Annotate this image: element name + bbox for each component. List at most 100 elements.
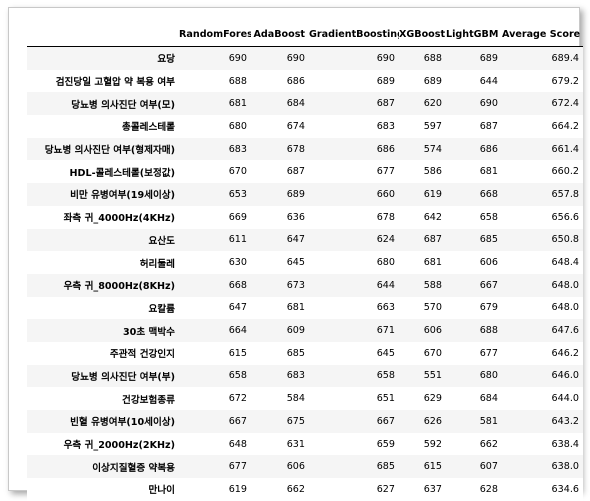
cell-feature-name: HDL-콜레스테롤(보정값) [69, 167, 175, 179]
cell-xgboost: 592 [423, 438, 442, 450]
cell-average-score: 647.6 [551, 325, 579, 337]
table-row: 만나이 619 662 627 637 628 634.6 [27, 478, 583, 501]
cell-lightgbm: 687 [479, 120, 498, 132]
cell-lightgbm: 662 [479, 438, 498, 450]
cell-lightgbm: 684 [479, 393, 498, 405]
table-row: 당뇨병 의사진단 여부(부) 658 683 658 551 680 646.0 [27, 364, 583, 388]
header-index [27, 22, 179, 47]
cell-gradientboosting: 678 [376, 211, 395, 223]
cell-lightgbm: 668 [479, 188, 498, 200]
cell-gradientboosting: 663 [376, 302, 395, 314]
cell-lightgbm: 644 [479, 75, 498, 87]
header-row: RandomForest AdaBoost GradientBoosting X… [27, 22, 583, 47]
cell-lightgbm: 681 [479, 166, 498, 178]
cell-adaboost: 673 [286, 279, 305, 291]
cell-randomforest: 677 [228, 461, 247, 473]
cell-randomforest: 615 [228, 347, 247, 359]
cell-randomforest: 658 [228, 370, 247, 382]
cell-randomforest: 664 [228, 325, 247, 337]
table-row: 좌측 귀_4000Hz(4KHz) 669 636 678 642 658 656.6 [27, 205, 583, 229]
cell-feature-name: 요산도 [148, 235, 175, 247]
cell-adaboost: 606 [286, 461, 305, 473]
table-row: 30초 맥박수 664 609 671 606 688 647.6 [27, 319, 583, 342]
cell-adaboost: 674 [286, 120, 305, 132]
header-average-score: Average Score [502, 22, 583, 47]
cell-feature-name: 당뇨병 의사진단 여부(형제자매) [44, 145, 175, 157]
cell-randomforest: 670 [228, 166, 247, 178]
cell-adaboost: 631 [286, 438, 305, 450]
cell-randomforest: 653 [228, 188, 247, 200]
cell-lightgbm: 628 [479, 483, 498, 495]
header-adaboost: AdaBoost [251, 22, 309, 47]
cell-feature-name: 허리둘레 [139, 258, 175, 270]
cell-randomforest: 630 [228, 257, 247, 269]
cell-feature-name: 당뇨병 의사진단 여부(부) [71, 371, 175, 383]
cell-xgboost: 688 [423, 52, 442, 64]
cell-randomforest: 683 [228, 143, 247, 155]
cell-adaboost: 686 [286, 75, 305, 87]
cell-xgboost: 670 [423, 347, 442, 359]
cell-xgboost: 597 [423, 120, 442, 132]
table-body: 요당 690 690 690 688 689 689.4 검진당일 고혈압 약 복용 여부 68… [27, 46, 583, 501]
cell-lightgbm: 677 [479, 347, 498, 359]
cell-xgboost: 619 [423, 188, 442, 200]
cell-average-score: 664.2 [551, 120, 579, 132]
cell-gradientboosting: 624 [376, 234, 395, 246]
cell-adaboost: 685 [286, 347, 305, 359]
table-row: 요산도 611 647 624 687 685 650.8 [27, 228, 583, 252]
cell-xgboost: 586 [423, 166, 442, 178]
table-row: 주관적 건강인지 615 685 645 670 677 646.2 [27, 341, 583, 365]
cell-lightgbm: 606 [479, 257, 498, 269]
table-row: 허리둘레 630 645 680 681 606 648.4 [27, 251, 583, 274]
cell-gradientboosting: 686 [376, 143, 395, 155]
cell-xgboost: 637 [423, 483, 442, 495]
cell-feature-name: 요칼륨 [148, 303, 175, 315]
cell-adaboost: 636 [286, 211, 305, 223]
cell-average-score: 689.4 [551, 52, 579, 64]
cell-xgboost: 615 [423, 461, 442, 473]
cell-adaboost: 647 [286, 234, 305, 246]
cell-adaboost: 689 [286, 188, 305, 200]
cell-xgboost: 689 [423, 75, 442, 87]
cell-xgboost: 642 [423, 211, 442, 223]
cell-lightgbm: 690 [479, 98, 498, 110]
cell-feature-name: 건강보험종류 [122, 394, 175, 406]
table-row: 요당 690 690 690 688 689 689.4 [27, 46, 583, 70]
table-row: 비만 유병여부(19세이상) 653 689 660 619 668 657.8 [27, 183, 583, 206]
cell-randomforest: 668 [228, 279, 247, 291]
cell-randomforest: 648 [228, 438, 247, 450]
table-row: HDL-콜레스테롤(보정값) 670 687 677 586 681 660.2 [27, 160, 583, 184]
cell-adaboost: 690 [286, 52, 305, 64]
cell-randomforest: 619 [228, 483, 247, 495]
header-gradientboosting: GradientBoosting [309, 22, 399, 47]
cell-feature-name: 우측 귀_2000Hz(2KHz) [63, 440, 175, 452]
cell-adaboost: 609 [286, 325, 305, 337]
cell-gradientboosting: 683 [376, 120, 395, 132]
cell-lightgbm: 680 [479, 370, 498, 382]
table-frame: RandomForest AdaBoost GradientBoosting X… [8, 7, 583, 501]
cell-lightgbm: 607 [479, 461, 498, 473]
cell-randomforest: 690 [228, 52, 247, 64]
cell-lightgbm: 581 [479, 415, 498, 427]
cell-feature-name: 요당 [157, 54, 175, 66]
cell-feature-name: 비만 유병여부(19세이상) [70, 190, 175, 202]
cell-average-score: 648.0 [551, 302, 579, 314]
cell-adaboost: 662 [286, 483, 305, 495]
table-row: 총콜레스테롤 680 674 683 597 687 664.2 [27, 115, 583, 138]
cell-lightgbm: 686 [479, 143, 498, 155]
cell-average-score: 634.6 [551, 483, 579, 495]
cell-xgboost: 629 [423, 393, 442, 405]
cell-average-score: 679.2 [551, 75, 579, 87]
cell-adaboost: 683 [286, 370, 305, 382]
table-row: 건강보험종류 672 584 651 629 684 644.0 [27, 387, 583, 410]
cell-gradientboosting: 667 [376, 415, 395, 427]
table-row: 당뇨병 의사진단 여부(모) 681 684 687 620 690 672.4 [27, 92, 583, 116]
cell-average-score: 648.0 [551, 279, 579, 291]
cell-average-score: 650.8 [551, 234, 579, 246]
cell-gradientboosting: 659 [376, 438, 395, 450]
cell-average-score: 656.6 [551, 211, 579, 223]
cell-gradientboosting: 677 [376, 166, 395, 178]
cell-lightgbm: 658 [479, 211, 498, 223]
cell-randomforest: 669 [228, 211, 247, 223]
cell-average-score: 638.4 [551, 438, 579, 450]
